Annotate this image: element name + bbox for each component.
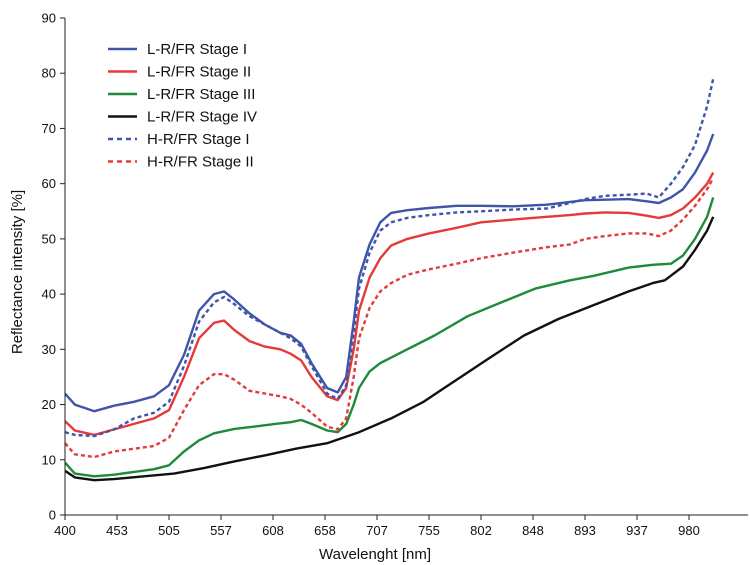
- y-axis-title: Reflectance intensity [%]: [9, 190, 26, 354]
- x-tick-label: 893: [574, 523, 596, 538]
- legend-label: L-R/FR Stage III: [147, 86, 255, 103]
- x-axis-title: Wavelenght [nm]: [319, 546, 431, 563]
- legend-label: H-R/FR Stage I: [147, 131, 250, 148]
- legend: L-R/FR Stage I L-R/FR Stage II L-R/FR Stag…: [108, 41, 257, 171]
- y-tick-label: 70: [42, 121, 56, 136]
- y-tick-label: 0: [49, 508, 56, 523]
- y-tick-label: 80: [42, 66, 56, 81]
- series-line-1: [65, 133, 715, 413]
- x-tick-label: 453: [106, 523, 128, 538]
- axes: 0 10 20 30 40 50 60 70 80 90 400 453 505 557 608 658 707…: [42, 11, 748, 538]
- legend-label: L-R/FR Stage II: [147, 64, 251, 81]
- legend-label: L-R/FR Stage I: [147, 41, 247, 58]
- x-tick-label: 658: [314, 523, 336, 538]
- y-tick-label: 30: [42, 342, 56, 357]
- x-tick-label: 400: [54, 523, 76, 538]
- x-tick-label: 848: [522, 523, 544, 538]
- y-tick-label: 90: [42, 11, 56, 26]
- series-line-3: [65, 197, 715, 478]
- y-tick-label: 10: [42, 452, 56, 467]
- series-line-6: [65, 177, 715, 459]
- legend-label: H-R/FR Stage II: [147, 154, 254, 171]
- y-tick-label: 50: [42, 231, 56, 246]
- x-tick-label: 557: [210, 523, 232, 538]
- x-tick-label: 980: [678, 523, 700, 538]
- x-tick-label: 937: [626, 523, 648, 538]
- x-tick-label: 755: [418, 523, 440, 538]
- x-tick-label: 505: [158, 523, 180, 538]
- series-line-4: [65, 216, 715, 482]
- y-tick-label: 40: [42, 287, 56, 302]
- series-line-5: [65, 78, 715, 438]
- x-tick-label: 608: [262, 523, 284, 538]
- legend-label: L-R/FR Stage IV: [147, 109, 257, 126]
- plot-lines: [65, 78, 715, 482]
- y-tick-label: 20: [42, 397, 56, 412]
- y-tick-label: 60: [42, 176, 56, 191]
- series-line-2: [65, 172, 715, 437]
- x-tick-label: 707: [366, 523, 388, 538]
- x-tick-label: 802: [470, 523, 492, 538]
